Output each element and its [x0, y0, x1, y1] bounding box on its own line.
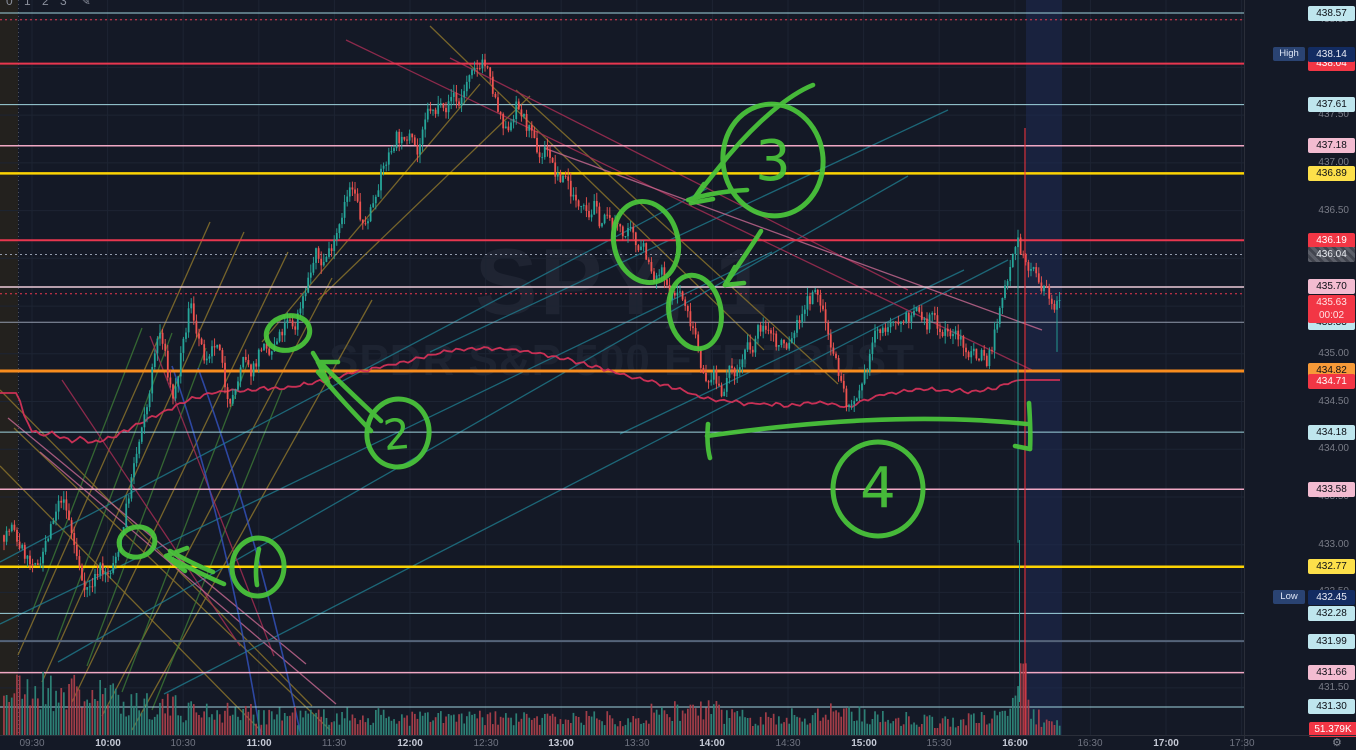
- pencil-icon: ✎: [80, 0, 91, 8]
- toolbar-clipped: 0 1 2 3 ✎: [6, 0, 266, 8]
- price-level-label: 431.66: [1308, 665, 1355, 680]
- low-price-label: 432.45: [1308, 590, 1355, 605]
- time-axis[interactable]: 09:30 10:00 10:30 11:00 11:30 12:00 12:30 13:00…: [0, 735, 1255, 750]
- price-tick: 436.50: [1318, 205, 1349, 216]
- price-level-label: 433.58: [1308, 482, 1355, 497]
- volume-label: 51.379K: [1309, 722, 1356, 737]
- time-tick: 14:30: [775, 738, 801, 749]
- time-tick: 15:00: [851, 738, 877, 749]
- volume-bars: [3, 663, 1061, 735]
- time-tick: 16:30: [1077, 738, 1103, 749]
- time-tick: 17:00: [1153, 738, 1179, 749]
- time-tick: 11:00: [246, 738, 272, 749]
- price-tick: 434.00: [1318, 443, 1349, 454]
- price-tick: 437.50: [1318, 109, 1349, 120]
- price-level-label: 431.30: [1308, 699, 1355, 714]
- time-tick: 14:00: [699, 738, 725, 749]
- time-tick: 10:00: [95, 738, 121, 749]
- time-tick: 16:00: [1002, 738, 1028, 749]
- price-tick: 431.50: [1318, 682, 1349, 693]
- time-tick: 11:30: [321, 738, 347, 749]
- low-tag: Low: [1273, 590, 1305, 604]
- last-price-label: 435.63 00:02: [1308, 295, 1355, 323]
- annotation-number: 2: [381, 409, 412, 460]
- time-tick: 12:00: [397, 738, 423, 749]
- gear-icon[interactable]: ⚙: [1332, 737, 1342, 749]
- price-level-label: 438.57: [1308, 6, 1355, 21]
- price-level-label: 436.89: [1308, 166, 1355, 181]
- price-level-label: 431.99: [1308, 634, 1355, 649]
- price-axis[interactable]: 438.50437.50437.00436.50435.00434.50434.…: [1244, 0, 1356, 750]
- time-tick: 17:30: [1229, 738, 1255, 749]
- price-tick: 434.50: [1318, 396, 1349, 407]
- price-level-label: 435.70: [1308, 279, 1355, 294]
- premarket-band: [0, 0, 18, 735]
- high-price-label: 438.14: [1308, 47, 1355, 62]
- price-tick: 433.00: [1318, 539, 1349, 550]
- annotation-number: 3: [755, 129, 791, 194]
- chart-canvas[interactable]: 2 3 4: [0, 0, 1244, 735]
- trend-lines[interactable]: [0, 25, 1043, 735]
- time-tick: 13:00: [548, 738, 574, 749]
- price-tick: 437.00: [1318, 157, 1349, 168]
- price-tick: 435.00: [1318, 348, 1349, 359]
- toolbar-clipped-text: 0 1 2 3 ✎: [6, 0, 91, 8]
- price-level-label: 436.04: [1308, 247, 1355, 262]
- time-tick: 13:30: [624, 738, 650, 749]
- time-tick: 10:30: [170, 738, 196, 749]
- price-level-label: 434.71: [1308, 374, 1355, 389]
- time-tick: 09:30: [19, 738, 45, 749]
- price-level-label: 432.28: [1308, 606, 1355, 621]
- axis-corner: ⚙: [1244, 735, 1356, 750]
- time-tick: 15:30: [926, 738, 952, 749]
- postmarket-band: [1026, 0, 1062, 735]
- annotation-number: 4: [860, 456, 896, 521]
- time-tick: 12:30: [473, 738, 499, 749]
- indicator-line: [0, 346, 1060, 444]
- high-tag: High: [1273, 47, 1305, 61]
- price-level-label: 436.19: [1308, 233, 1355, 248]
- price-level-label: 434.18: [1308, 425, 1355, 440]
- price-level-label: 437.18: [1308, 138, 1355, 153]
- price-level-label: 437.61: [1308, 97, 1355, 112]
- price-lines[interactable]: [0, 12, 1244, 708]
- price-level-label: 432.77: [1308, 559, 1355, 574]
- hand-drawn-annotations[interactable]: 2 3 4: [116, 82, 1033, 599]
